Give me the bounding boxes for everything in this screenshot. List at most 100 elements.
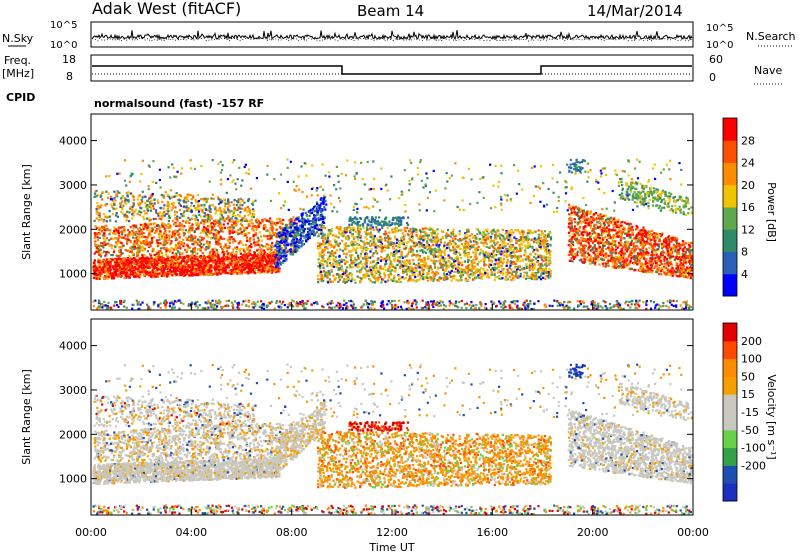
- echo-cell: [289, 243, 291, 245]
- echo-cell: [311, 209, 313, 211]
- echo-cell: [275, 235, 277, 237]
- echo-cell: [199, 273, 201, 275]
- echo-cell: [114, 273, 116, 275]
- echo-cell: [257, 249, 259, 251]
- echo-cell: [313, 231, 315, 233]
- echo-cell: [303, 237, 305, 239]
- echo-cell: [229, 242, 231, 244]
- echo-cell: [97, 205, 99, 207]
- echo-cell: [276, 250, 278, 252]
- echo-cell: [205, 261, 207, 263]
- freq-tick-low: 8: [66, 70, 73, 83]
- echo-cell: [217, 240, 219, 242]
- echo-cell: [227, 266, 229, 268]
- echo-cell: [286, 258, 288, 260]
- echo-cell: [137, 247, 139, 249]
- echo-cell: [188, 229, 190, 231]
- echo-cell: [181, 223, 183, 225]
- echo-cell: [169, 258, 171, 260]
- echo-cell: [128, 211, 130, 213]
- echo-cell: [220, 223, 222, 225]
- echo-cell: [230, 201, 232, 203]
- echo-cell: [216, 210, 218, 212]
- echo-cell: [487, 233, 489, 235]
- echo-cell: [116, 230, 118, 232]
- echo-cell: [134, 266, 136, 268]
- echo-cell: [135, 226, 137, 228]
- echo-cell: [208, 220, 210, 222]
- echo-cell: [247, 206, 249, 208]
- echo-cell: [262, 268, 264, 270]
- echo-cell: [212, 273, 214, 275]
- echo-cell: [95, 267, 97, 269]
- echo-cell: [253, 213, 255, 215]
- echo-cell: [200, 222, 202, 224]
- echo-cell: [154, 226, 156, 228]
- echo-cell: [164, 228, 166, 230]
- echo-cell: [96, 208, 98, 210]
- echo-cell: [156, 231, 158, 233]
- echo-cell: [143, 232, 145, 234]
- echo-cell: [137, 244, 139, 246]
- echo-cell: [188, 272, 190, 274]
- freq-panel: Freq. [MHz] 18 8 60 0 Nave: [2, 53, 784, 84]
- echo-cell: [145, 259, 147, 261]
- echo-cell: [494, 279, 496, 281]
- echo-cell: [118, 251, 120, 253]
- echo-cell: [98, 219, 100, 221]
- echo-cell: [152, 259, 154, 261]
- echo-cell: [246, 236, 248, 238]
- echo-cell: [186, 244, 188, 246]
- echo-cell: [266, 220, 268, 222]
- echo-cell: [103, 237, 105, 239]
- echo-cell: [94, 190, 96, 192]
- echo-cell: [298, 245, 300, 247]
- echo-cell: [484, 259, 486, 261]
- echo-cell: [382, 279, 384, 281]
- echo-cell: [244, 252, 246, 254]
- echo-cell: [285, 255, 287, 257]
- echo-cell: [307, 238, 309, 240]
- echo-cell: [271, 257, 273, 259]
- echo-cell: [186, 268, 188, 270]
- echo-cell: [120, 231, 122, 233]
- echo-cell: [361, 263, 363, 265]
- echo-cell: [138, 196, 140, 198]
- echo-cell: [339, 249, 341, 251]
- echo-cell: [161, 252, 163, 254]
- echo-cell: [207, 218, 209, 220]
- echo-cell: [152, 205, 154, 207]
- echo-cell: [169, 227, 171, 229]
- echo-cell: [366, 238, 368, 240]
- echo-cell: [320, 218, 322, 220]
- echo-cell: [279, 219, 281, 221]
- echo-cell: [309, 231, 311, 233]
- echo-cell: [177, 230, 179, 232]
- echo-cell: [215, 261, 217, 263]
- echo-cell: [324, 209, 326, 211]
- echo-cell: [254, 244, 256, 246]
- echo-cell: [317, 281, 319, 283]
- echo-cell: [130, 226, 132, 228]
- echo-cell: [255, 220, 257, 222]
- echo-cell: [191, 257, 193, 259]
- echo-cell: [255, 232, 257, 234]
- echo-cell: [265, 260, 267, 262]
- echo-cell: [217, 260, 219, 262]
- echo-cell: [452, 231, 454, 233]
- echo-cell: [341, 276, 343, 278]
- echo-cell: [109, 216, 111, 218]
- echo-cell: [290, 229, 292, 231]
- echo-cell: [307, 218, 309, 220]
- echo-cell: [165, 232, 167, 234]
- echo-cell: [96, 274, 98, 276]
- echo-cell: [276, 228, 278, 230]
- echo-cell: [444, 242, 446, 244]
- echo-cell: [309, 215, 311, 217]
- echo-cell: [175, 258, 177, 260]
- echo-cell: [103, 251, 105, 253]
- echo-cell: [143, 218, 145, 220]
- echo-cell: [124, 234, 126, 236]
- echo-cell: [174, 223, 176, 225]
- echo-cell: [133, 234, 135, 236]
